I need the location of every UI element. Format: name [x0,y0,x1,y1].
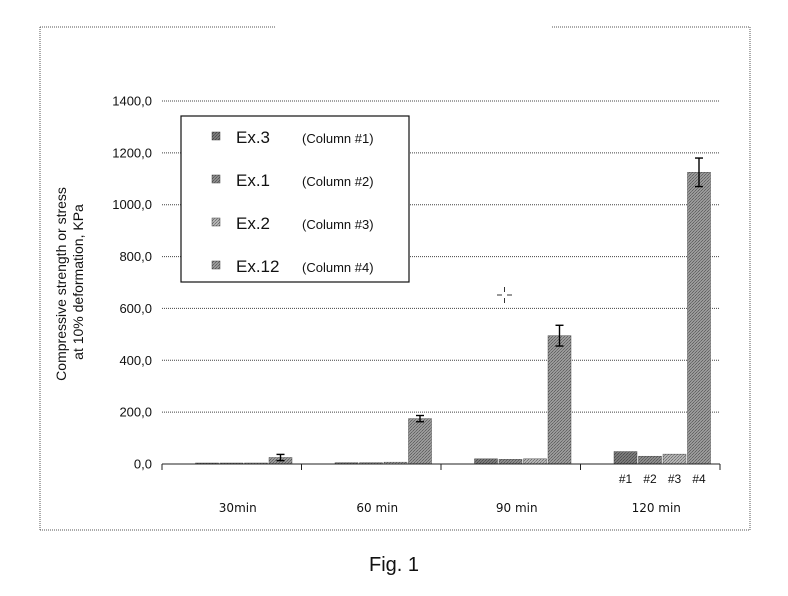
x-category-label: 120 min [632,501,681,515]
x-category-label: 60 min [356,501,398,515]
y-tick-label: 1200,0 [112,145,152,160]
y-tick-label: 200,0 [119,405,152,420]
legend-series-name: Ex.12 [236,257,279,276]
legend-column-label: (Column #4) [302,260,374,275]
bar-texture [384,462,407,464]
x-category-label: 90 min [496,501,538,515]
y-tick-label: 0,0 [134,457,152,472]
y-axis-label-line-2: at 10% deformation, KPa [70,204,86,360]
legend: Ex.3 (Column #1) Ex.1 (Column #2) Ex.2 (Colum… [180,115,410,283]
legend-items: Ex.3 (Column #1) Ex.1 (Column #2) Ex.2 (Colum… [211,128,374,276]
legend-swatch-texture [212,132,220,140]
crosshair-icon [497,287,512,303]
legend-item: Ex.3 (Column #1) [211,128,374,147]
figure-caption: Fig. 1 [369,554,419,576]
legend-swatch-texture [212,218,220,226]
bar-texture [687,172,711,464]
bars [195,172,711,465]
legend-series-name: Ex.3 [236,128,270,147]
legend-item: Ex.12 (Column #4) [211,257,374,276]
category-labels: 30min 60 min 90 min 120 min [219,501,681,515]
legend-column-label: (Column #1) [302,131,374,146]
y-tick-label: 1000,0 [112,197,152,212]
y-tick-label: 400,0 [119,353,152,368]
column-sublabel: #3 [668,472,682,486]
legend-box [180,115,410,283]
column-sublabel: #2 [643,472,657,486]
legend-column-label: (Column #3) [302,217,374,232]
column-sublabels: #1 #2 #3 #4 [619,472,706,486]
legend-column-label: (Column #2) [302,174,374,189]
legend-series-name: Ex.2 [236,214,270,233]
column-sublabel: #1 [619,472,633,486]
y-axis-label: Compressive strength or stress at 10% de… [53,183,86,381]
y-tick-label: 800,0 [119,249,152,264]
y-axis-ticks: 0,0 200,0 400,0 600,0 800,0 1000,0 1200,0 1400,… [112,94,152,472]
figure-frame [39,26,751,531]
bar-texture [548,335,571,464]
bar-texture [474,458,498,464]
bar-texture [523,458,547,464]
legend-series-name: Ex.1 [236,171,270,190]
x-category-label: 30min [219,501,257,515]
bar-texture [638,456,662,464]
bar-texture [663,454,686,464]
column-sublabel: #4 [692,472,706,486]
bar-texture [499,459,522,464]
y-axis-label-line-1: Compressive strength or stress [53,187,69,381]
x-axis [161,463,721,470]
y-tick-label: 1400,0 [112,94,152,109]
legend-swatch-texture [212,261,220,269]
legend-item: Ex.1 (Column #2) [211,171,374,190]
bar-texture [335,462,358,464]
bar-texture [359,462,383,464]
error-bars [276,157,703,462]
bar-texture [614,451,637,464]
bar-texture [408,418,432,464]
y-tick-label: 600,0 [119,301,152,316]
legend-swatch-texture [212,175,220,183]
legend-item: Ex.2 (Column #3) [211,214,374,233]
